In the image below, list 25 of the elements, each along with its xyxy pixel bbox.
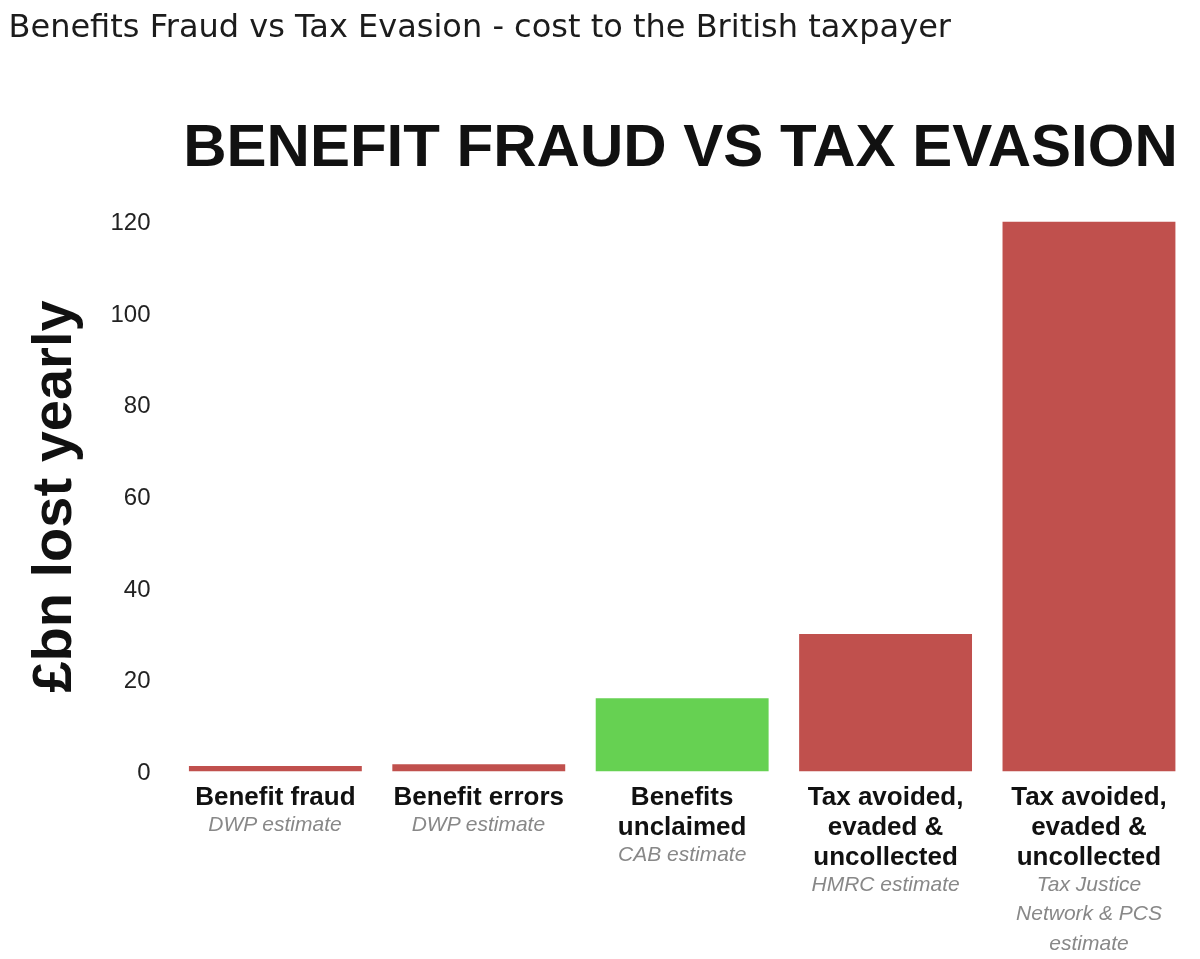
y-tick-label: 80 [123, 391, 151, 419]
x-tick-label: Tax avoided, evaded & uncollected [807, 780, 964, 871]
y-tick-label: 60 [123, 483, 151, 510]
chart-title: Benefits Fraud vs Tax Evasion - cost to the British taxpayer [8, 6, 952, 45]
bar [392, 764, 566, 772]
x-tick-label: Benefits unclaimed [617, 780, 747, 841]
x-tick-label: Benefit errors [393, 780, 565, 811]
bar [799, 634, 973, 772]
x-tick-label: Tax avoided, evaded & uncollected [1011, 780, 1167, 871]
bar [595, 698, 769, 772]
y-tick-label: 100 [110, 299, 151, 327]
text: HMRC estimate [811, 871, 960, 895]
text: DWP estimate [208, 811, 342, 835]
y-axis-title: £bn lost yearly [20, 300, 84, 693]
y-tick-label: 40 [123, 574, 151, 602]
y-tick-label: 0 [137, 758, 151, 785]
text: DWP estimate [411, 811, 546, 835]
text: CAB estimate [617, 841, 747, 865]
y-tick-label: 120 [110, 208, 151, 235]
text: Tax Justice Network & PCS estimate [1016, 871, 1162, 955]
bar [188, 766, 362, 772]
chart-subtitle: BENEFIT FRAUD VS TAX EVASION [183, 112, 1178, 179]
y-tick-label: 20 [123, 666, 151, 694]
x-tick-label: Benefit fraud [195, 780, 356, 811]
bar [1002, 221, 1176, 772]
